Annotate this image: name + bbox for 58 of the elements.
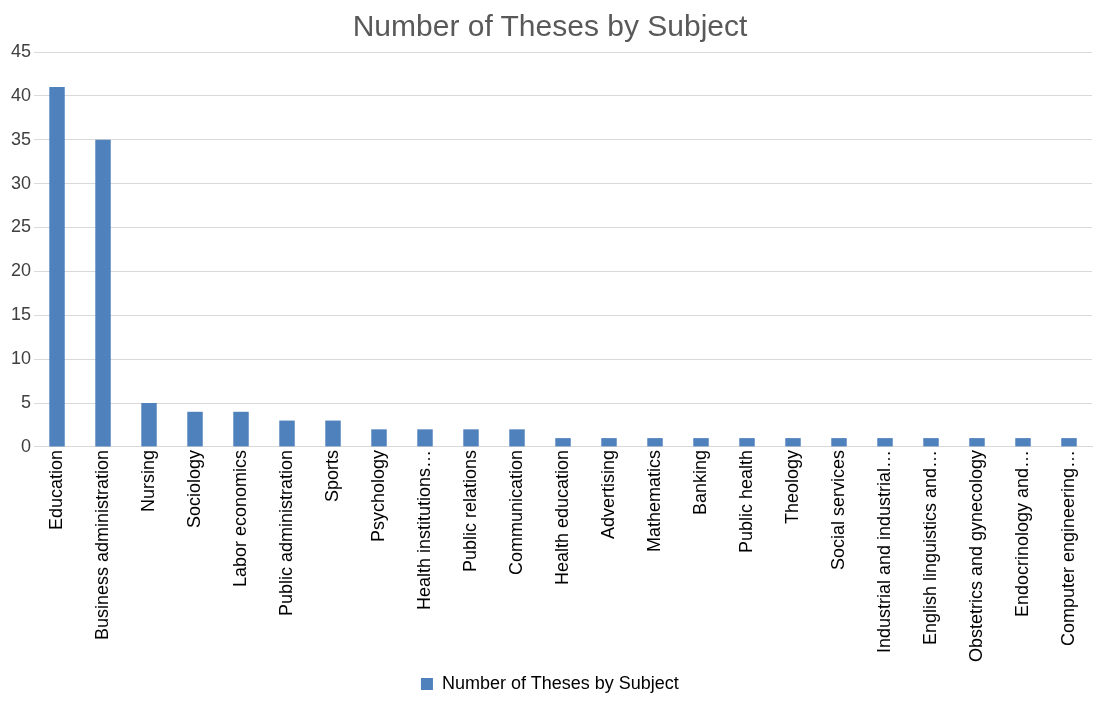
bar	[417, 429, 433, 447]
bar	[1015, 438, 1031, 447]
y-tick-label: 5	[21, 391, 32, 412]
y-tick-label: 35	[10, 128, 32, 149]
y-tick-label: 40	[10, 84, 32, 105]
x-tick-label: Theology	[781, 449, 802, 524]
y-tick-label: 45	[10, 40, 32, 61]
x-tick-label: Public health	[735, 449, 756, 553]
x-tick-label: Public administration	[275, 449, 296, 616]
y-tick-label: 15	[10, 304, 32, 325]
bar	[877, 438, 893, 447]
y-tick-label: 30	[10, 172, 32, 193]
bar	[1061, 438, 1077, 447]
y-tick-label: 0	[21, 435, 32, 456]
x-tick-label: Business administration	[91, 449, 112, 640]
x-tick-label: Public relations	[459, 449, 480, 572]
x-tick-label: English linguistics and…	[919, 449, 940, 645]
bar	[555, 438, 571, 447]
bar	[647, 438, 663, 447]
bar	[49, 87, 65, 447]
bar	[279, 420, 295, 447]
x-tick-label: Mathematics	[643, 449, 664, 552]
x-tick-label: Endocrinology and…	[1011, 449, 1032, 617]
x-tick-label: Communication	[505, 449, 526, 575]
x-tick-label: Education	[45, 449, 66, 530]
bar	[463, 429, 479, 447]
bar	[187, 411, 203, 447]
bar	[325, 420, 341, 447]
x-tick-label: Labor economics	[229, 449, 250, 587]
bar	[969, 438, 985, 447]
bar	[601, 438, 617, 447]
bar	[831, 438, 847, 447]
y-tick-label: 10	[10, 348, 32, 369]
bar	[95, 139, 111, 447]
x-tick-label: Nursing	[137, 449, 158, 512]
x-tick-label: Social services	[827, 449, 848, 570]
y-tick-label: 20	[10, 260, 32, 281]
bar	[509, 429, 525, 447]
x-tick-label: Computer engineering…	[1057, 449, 1078, 647]
legend-label: Number of Theses by Subject	[441, 672, 679, 693]
x-tick-label: Health institutions…	[413, 449, 434, 610]
x-tick-label: Industrial and industrial…	[873, 449, 894, 653]
y-tick-label: 25	[10, 216, 32, 237]
bar	[785, 438, 801, 447]
chart-title: Number of Theses by Subject	[352, 9, 748, 43]
x-tick-label: Banking	[689, 449, 710, 515]
bar	[141, 403, 157, 447]
x-tick-label: Advertising	[597, 449, 618, 539]
bar	[233, 411, 249, 447]
bar	[923, 438, 939, 447]
x-tick-label: Sports	[321, 449, 342, 502]
x-tick-label: Sociology	[183, 449, 204, 528]
x-tick-label: Health education	[551, 449, 572, 585]
bar	[693, 438, 709, 447]
x-tick-label: Psychology	[367, 449, 388, 542]
x-tick-label: Obstetrics and gynecology	[965, 449, 986, 663]
bar	[739, 438, 755, 447]
bar	[371, 429, 387, 447]
